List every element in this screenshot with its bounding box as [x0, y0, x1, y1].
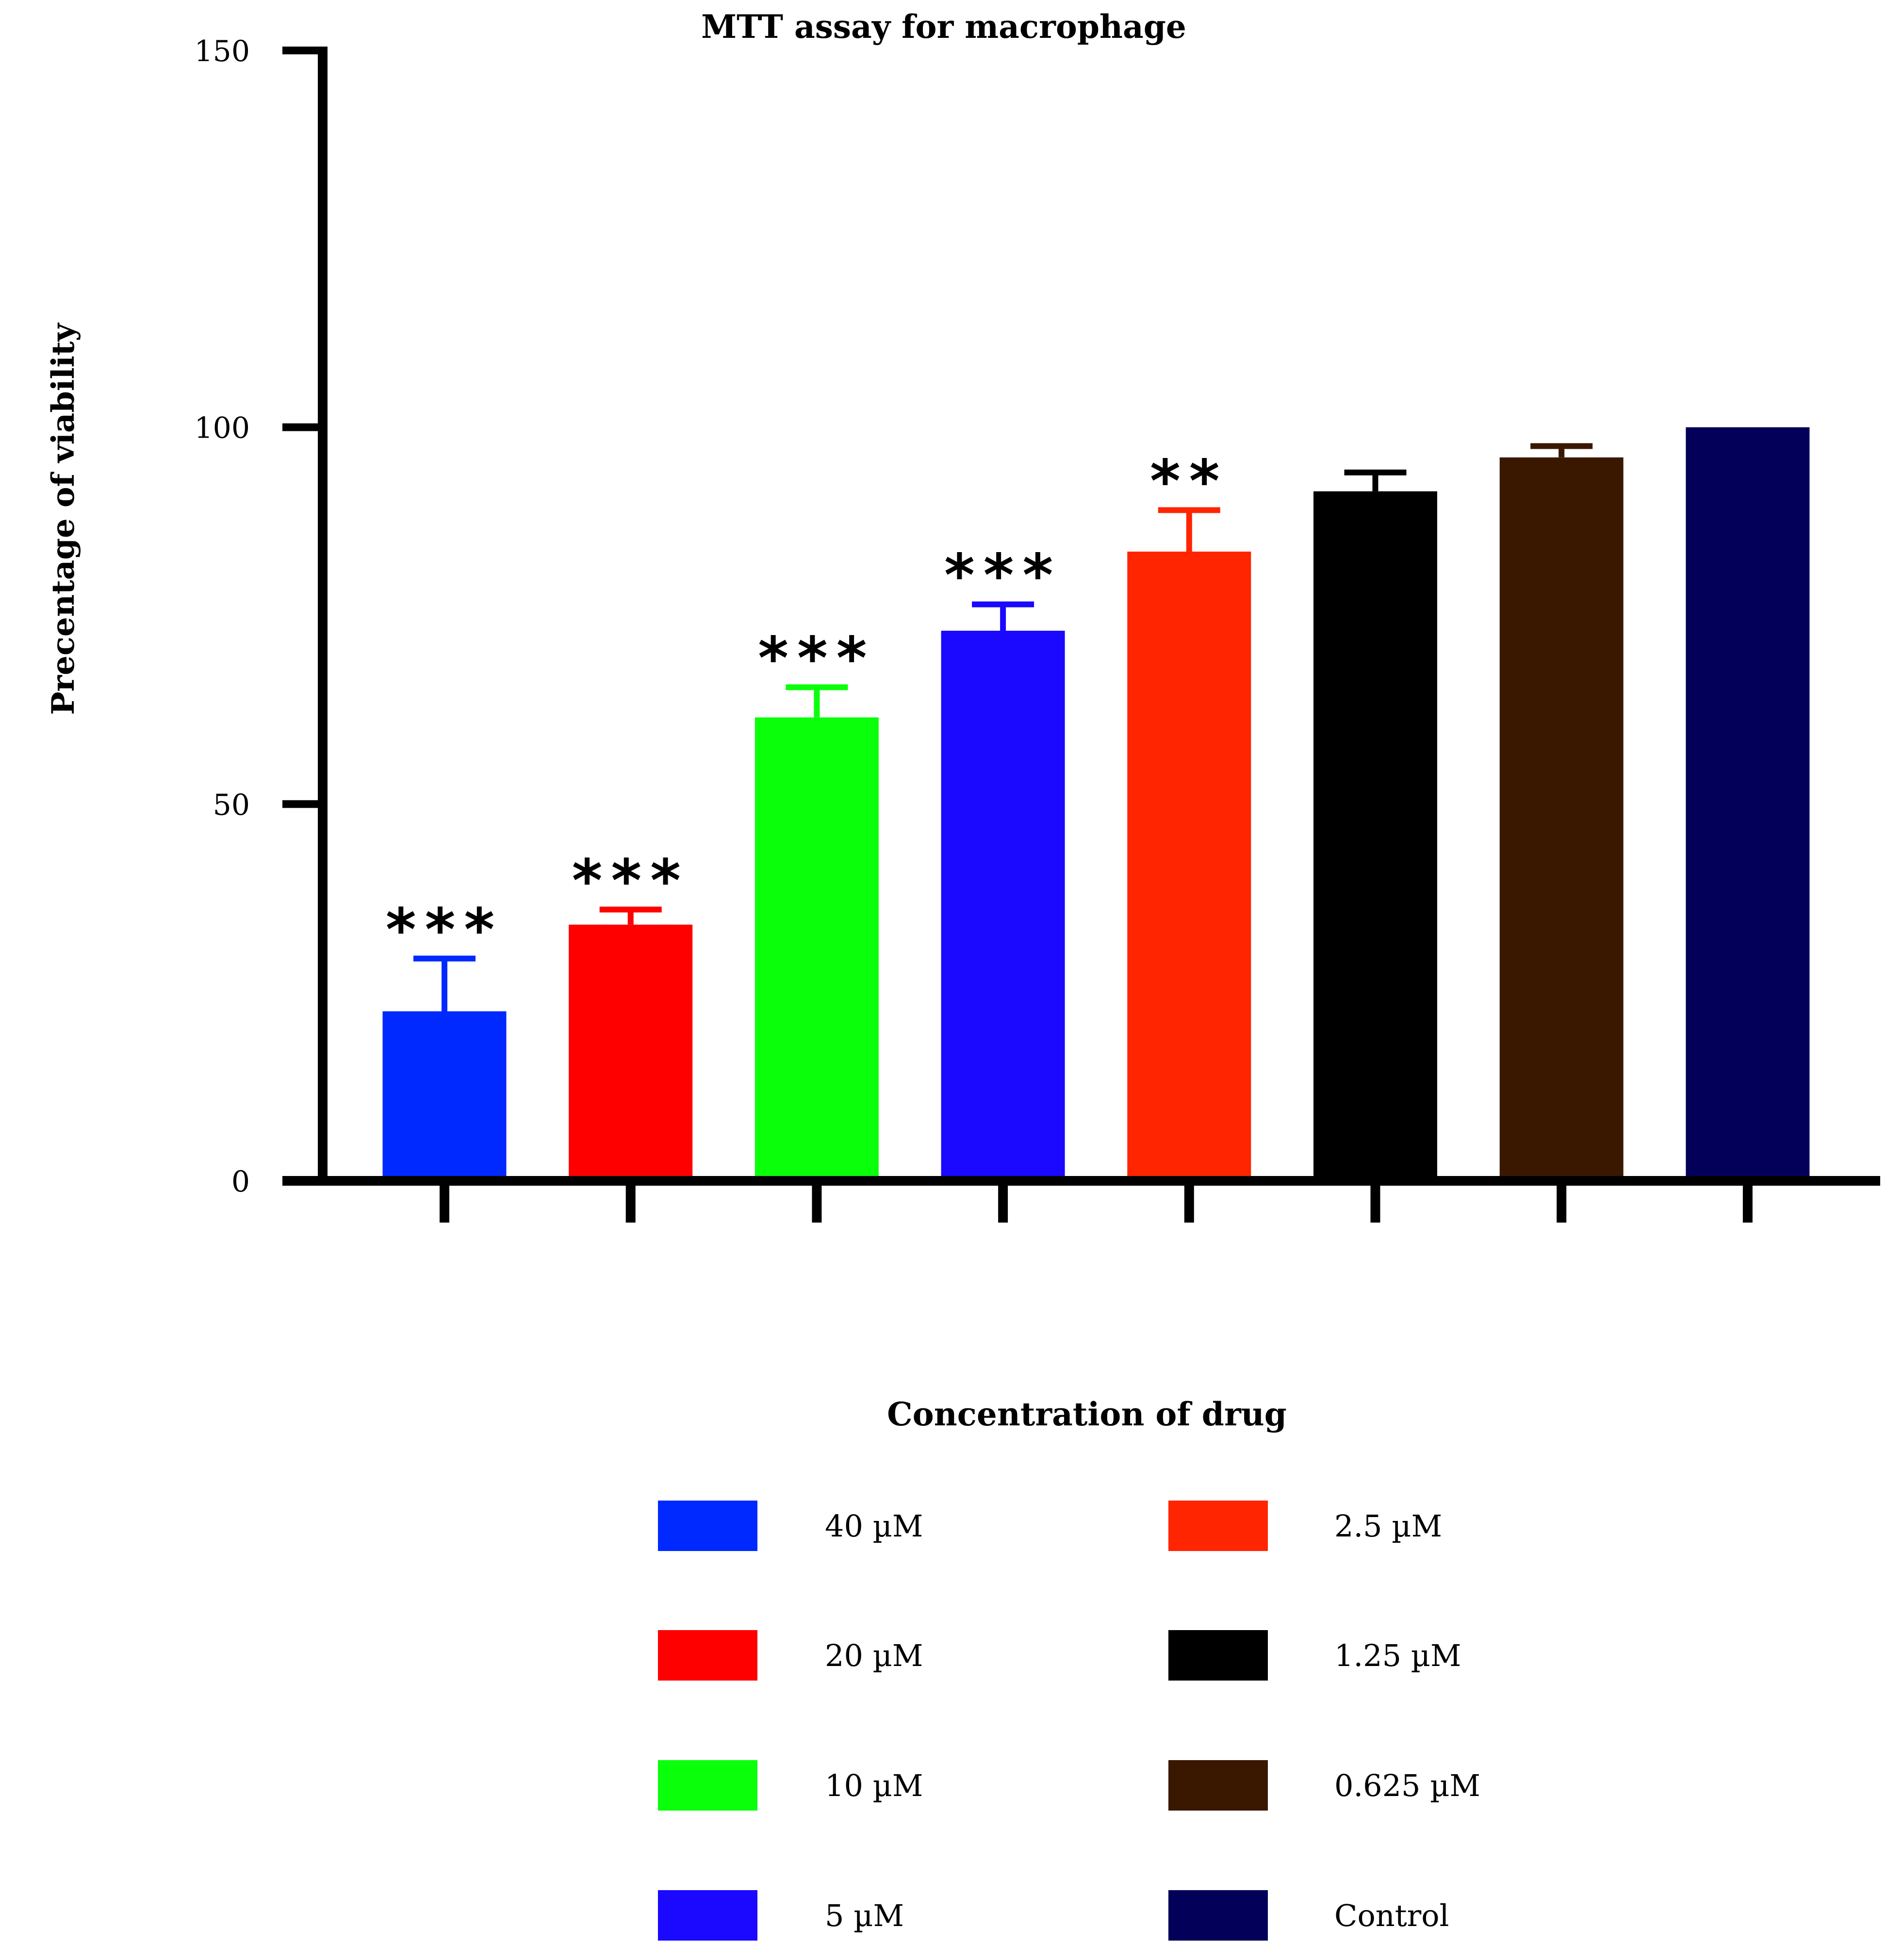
- significance-labels: **************: [386, 448, 1229, 964]
- legend-label: 40 µM: [825, 1508, 923, 1544]
- legend-label: 1.25 µM: [1334, 1638, 1461, 1673]
- legend-label: 5 µM: [825, 1898, 904, 1933]
- legend-label: 0.625 µM: [1334, 1768, 1480, 1803]
- bar: [382, 1011, 507, 1176]
- legend-swatch: [658, 1630, 757, 1681]
- legend-swatch: [658, 1890, 757, 1941]
- bar: [1686, 427, 1810, 1176]
- legend-swatch: [1168, 1501, 1268, 1551]
- y-tick-label: 150: [194, 34, 250, 68]
- error-bars: [413, 443, 1593, 1012]
- chart-title: MTT assay for macrophage: [701, 8, 1186, 46]
- legend-swatch: [1168, 1760, 1268, 1811]
- y-tick-label: 100: [194, 411, 250, 445]
- legend-label: 10 µM: [825, 1768, 923, 1803]
- x-ticks: [440, 1181, 1753, 1223]
- bar: [569, 924, 693, 1176]
- legend-swatch: [1168, 1890, 1268, 1941]
- significance-label: **: [1150, 448, 1229, 516]
- legend-swatch: [1168, 1630, 1268, 1681]
- legend-swatch: [658, 1760, 757, 1811]
- legend-label: Control: [1334, 1898, 1449, 1933]
- bar: [755, 717, 879, 1176]
- y-axis-label: Precentage of viability: [45, 322, 82, 715]
- legend: 40 µM 20 µM 10 µM 5 µM 2.5 µM 1.25 µM 0.625 µM…: [658, 1501, 1480, 1941]
- legend-label: 2.5 µM: [1334, 1508, 1442, 1544]
- bars: [382, 427, 1810, 1176]
- bar: [1127, 551, 1251, 1176]
- significance-label: ***: [386, 897, 503, 964]
- bar: [1499, 457, 1624, 1176]
- legend-label: 20 µM: [825, 1638, 923, 1673]
- significance-label: ***: [572, 848, 689, 915]
- significance-label: ***: [758, 625, 875, 693]
- legend-swatch: [658, 1501, 757, 1551]
- significance-label: ***: [944, 542, 1062, 610]
- y-ticks: 0 50 100 150: [194, 34, 323, 1199]
- bar: [941, 631, 1065, 1176]
- x-axis-label: Concentration of drug: [887, 1395, 1287, 1433]
- y-tick-label: 0: [231, 1165, 250, 1199]
- y-tick-label: 50: [213, 788, 250, 822]
- bar: [1313, 491, 1437, 1176]
